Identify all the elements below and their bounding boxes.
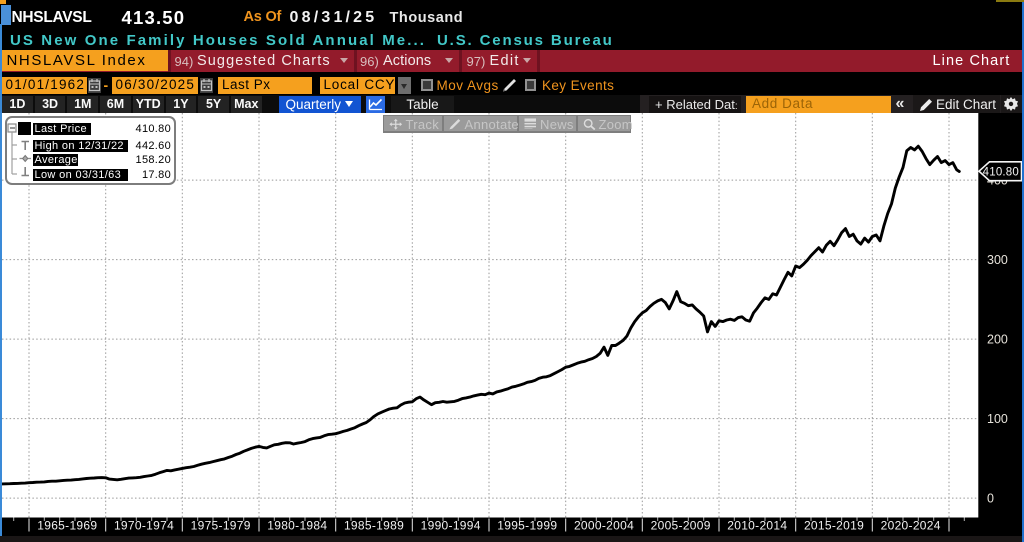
svg-text:1965-1969: 1965-1969 <box>37 519 97 533</box>
svg-text:410.80: 410.80 <box>983 167 1019 179</box>
svg-text:1980-1984: 1980-1984 <box>267 519 327 533</box>
svg-text:1970-1974: 1970-1974 <box>114 519 174 533</box>
svg-text:1975-1979: 1975-1979 <box>191 519 251 533</box>
svg-text:1990-1994: 1990-1994 <box>421 519 481 533</box>
svg-text:2020-2024: 2020-2024 <box>881 519 941 533</box>
svg-text:100: 100 <box>987 412 1008 426</box>
svg-text:1985-1989: 1985-1989 <box>344 519 404 533</box>
svg-text:1995-1999: 1995-1999 <box>497 519 557 533</box>
svg-text:2010-2014: 2010-2014 <box>727 519 787 533</box>
svg-text:2015-2019: 2015-2019 <box>804 519 864 533</box>
svg-text:300: 300 <box>987 253 1008 267</box>
svg-text:2005-2009: 2005-2009 <box>651 519 711 533</box>
svg-text:2000-2004: 2000-2004 <box>574 519 634 533</box>
svg-text:200: 200 <box>987 332 1008 346</box>
svg-text:0: 0 <box>987 491 994 505</box>
